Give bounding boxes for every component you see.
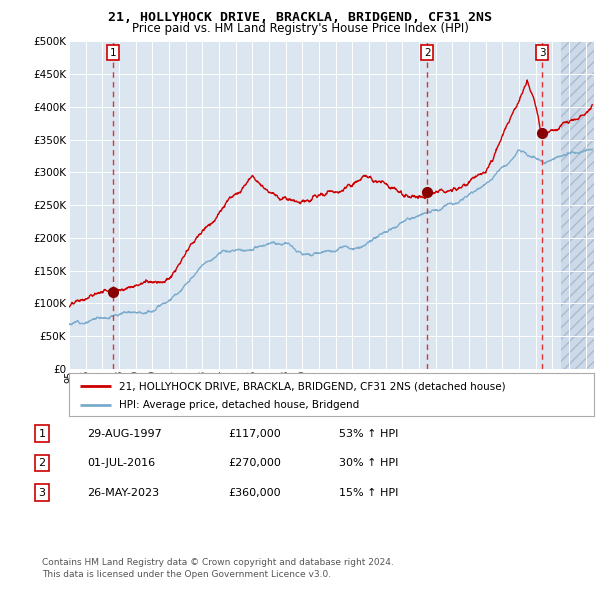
Text: 3: 3 xyxy=(38,488,46,497)
Text: £117,000: £117,000 xyxy=(228,429,281,438)
Text: Price paid vs. HM Land Registry's House Price Index (HPI): Price paid vs. HM Land Registry's House … xyxy=(131,22,469,35)
Text: 21, HOLLYHOCK DRIVE, BRACKLA, BRIDGEND, CF31 2NS: 21, HOLLYHOCK DRIVE, BRACKLA, BRIDGEND, … xyxy=(108,11,492,24)
Text: 1: 1 xyxy=(38,429,46,438)
Text: Contains HM Land Registry data © Crown copyright and database right 2024.
This d: Contains HM Land Registry data © Crown c… xyxy=(42,558,394,579)
Text: 30% ↑ HPI: 30% ↑ HPI xyxy=(339,458,398,468)
Text: HPI: Average price, detached house, Bridgend: HPI: Average price, detached house, Brid… xyxy=(119,401,359,410)
Text: 21, HOLLYHOCK DRIVE, BRACKLA, BRIDGEND, CF31 2NS (detached house): 21, HOLLYHOCK DRIVE, BRACKLA, BRIDGEND, … xyxy=(119,381,505,391)
Text: 01-JUL-2016: 01-JUL-2016 xyxy=(87,458,155,468)
Text: 29-AUG-1997: 29-AUG-1997 xyxy=(87,429,162,438)
Text: 53% ↑ HPI: 53% ↑ HPI xyxy=(339,429,398,438)
Text: 15% ↑ HPI: 15% ↑ HPI xyxy=(339,488,398,497)
Text: £360,000: £360,000 xyxy=(228,488,281,497)
Text: 2: 2 xyxy=(424,48,431,58)
Text: £270,000: £270,000 xyxy=(228,458,281,468)
Text: 2: 2 xyxy=(38,458,46,468)
Text: 26-MAY-2023: 26-MAY-2023 xyxy=(87,488,159,497)
Text: 3: 3 xyxy=(539,48,545,58)
Bar xyxy=(560,41,594,369)
Text: 1: 1 xyxy=(110,48,116,58)
